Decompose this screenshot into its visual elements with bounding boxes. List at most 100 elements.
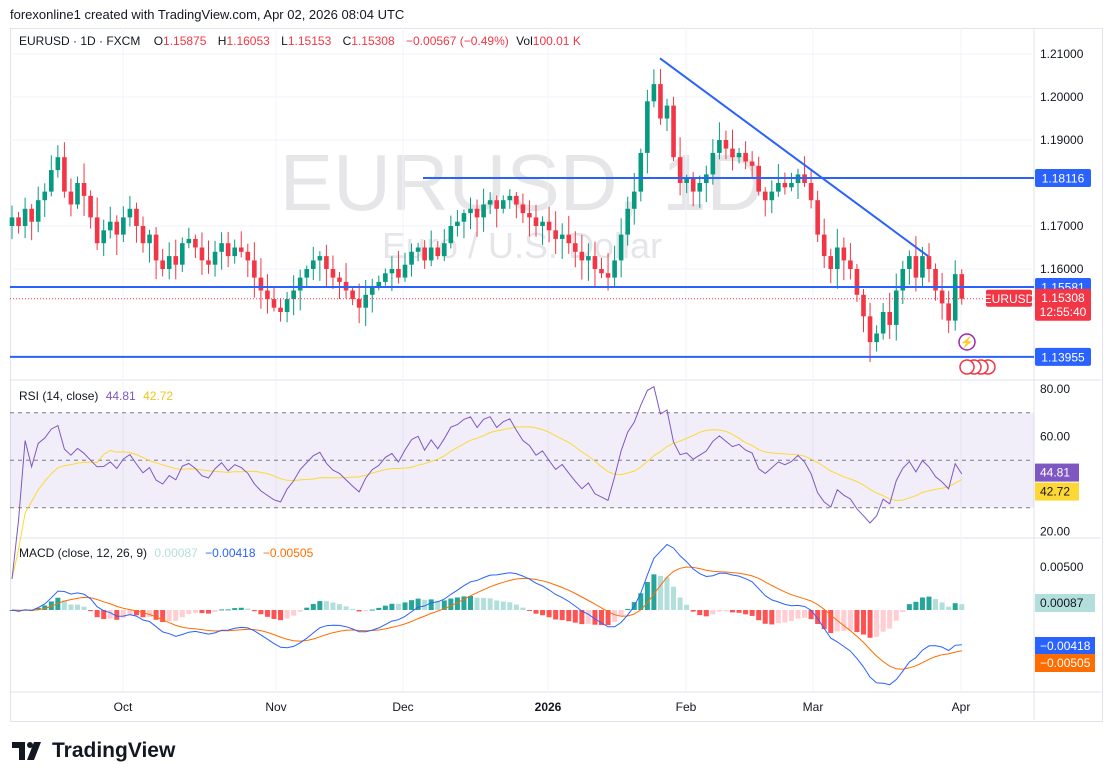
candle-body <box>369 286 375 295</box>
candle-body <box>769 191 775 201</box>
candle-body <box>245 251 251 261</box>
macd-histogram-bar <box>507 602 513 610</box>
macd-histogram-bar <box>487 598 493 610</box>
candle-body <box>153 234 159 261</box>
candle-body <box>717 140 722 153</box>
candle-body <box>730 148 735 158</box>
symbol-tag-label: EURUSD <box>984 292 1035 306</box>
candle-body <box>389 269 395 274</box>
candle-body <box>507 195 513 201</box>
macd-histogram-bar <box>592 610 598 625</box>
candle-body <box>828 256 834 269</box>
candle-body <box>762 191 768 201</box>
macd-histogram-bar <box>618 610 624 617</box>
candle-body <box>841 247 847 261</box>
macd-histogram-bar <box>212 610 218 612</box>
macd-line <box>11 543 962 686</box>
candle-body <box>854 269 860 295</box>
rsi-name: RSI (14, close) <box>19 389 99 403</box>
price-tick-label: 1.21000 <box>1040 47 1084 61</box>
macd-histogram-bar <box>795 610 801 619</box>
macd-histogram-bar <box>723 610 729 612</box>
candle-body <box>933 269 938 291</box>
candle-body <box>363 294 368 308</box>
macd-histogram-bar <box>153 610 159 620</box>
macd-histogram-bar <box>802 610 808 618</box>
candle-body <box>356 299 362 308</box>
candle-body <box>101 230 106 244</box>
candle-body <box>180 243 185 265</box>
low-value: 1.15153 <box>287 34 332 48</box>
candle-body <box>618 234 624 261</box>
rsi-legend[interactable]: RSI (14, close) 44.81 42.72 <box>19 389 173 403</box>
macd-signal-value: −0.00505 <box>262 546 314 560</box>
macd-histogram-bar <box>644 582 650 610</box>
macd-histogram-bar <box>782 610 788 623</box>
candle-body <box>893 290 899 325</box>
candle-body <box>22 208 28 226</box>
candle-body <box>121 217 126 235</box>
level-tag-label: 1.13955 <box>1041 350 1085 364</box>
macd-signal-tag <box>1035 654 1095 672</box>
candle-body <box>671 105 676 158</box>
macd-histogram-bar <box>409 600 415 610</box>
rsi-tick-label: 20.00 <box>1040 525 1070 539</box>
macd-histogram-bar <box>376 607 382 610</box>
macd-name: MACD (close, 12, 26, 9) <box>19 546 148 560</box>
current-price-label: 1.15308 <box>1041 291 1085 305</box>
candle-body <box>821 234 827 257</box>
macd-histogram-bar <box>415 598 421 610</box>
candle-body <box>252 260 257 278</box>
macd-histogram-bar <box>730 610 735 613</box>
macd-hist-value: 0.00087 <box>154 546 198 560</box>
macd-histogram-bar <box>310 603 316 610</box>
macd-histogram-bar <box>579 610 585 625</box>
tradingview-logo[interactable]: TradingView <box>12 739 175 763</box>
rsi-tag-label: 44.81 <box>1040 466 1070 480</box>
candle-body <box>468 208 473 214</box>
macd-histogram-bar <box>710 610 716 615</box>
macd-histogram-bar <box>919 597 925 610</box>
macd-histogram-bar <box>612 610 618 623</box>
chart-credit: forexonline1 created with TradingView.co… <box>10 7 405 22</box>
candle-body <box>599 269 604 274</box>
candle-body <box>867 316 873 343</box>
candle-body <box>546 221 552 231</box>
macd-histogram-bar <box>861 610 866 635</box>
macd-histogram-bar <box>238 607 244 610</box>
candle-body <box>887 312 892 325</box>
macd-histogram-bar <box>566 610 572 622</box>
candle-body <box>415 247 421 252</box>
macd-histogram-bar <box>120 610 126 618</box>
macd-legend[interactable]: MACD (close, 12, 26, 9) 0.00087 −0.00418… <box>19 546 313 560</box>
macd-histogram-bar <box>952 603 958 610</box>
candle-body <box>350 290 355 300</box>
candle-body <box>835 247 840 269</box>
macd-histogram-bar <box>232 608 238 610</box>
macd-signal-line <box>11 566 962 670</box>
candle-body <box>743 152 748 162</box>
candle-body <box>815 200 820 235</box>
candle-body <box>848 260 853 269</box>
candle-body <box>49 170 54 192</box>
macd-histogram-bar <box>874 610 880 637</box>
candle-body <box>874 333 879 343</box>
rsi-tag <box>1035 463 1079 482</box>
macd-histogram-bar <box>441 600 447 610</box>
candle-body <box>861 294 866 317</box>
time-tick-label: Dec <box>392 700 413 714</box>
macd-histogram-bar <box>166 610 172 622</box>
candle-body <box>500 200 506 209</box>
candle-body <box>42 191 48 201</box>
symbol-info[interactable]: EURUSD · 1D · FXCM <box>19 34 141 48</box>
candle-body <box>81 183 87 196</box>
candle-body <box>94 217 100 244</box>
symbol-legend: EURUSD · 1D · FXCM O1.15875 H1.16053 L1.… <box>19 34 589 48</box>
candle-body <box>920 256 925 278</box>
change-value: −0.00567 (−0.49%) <box>406 34 509 48</box>
macd-histogram-bar <box>428 599 434 610</box>
macd-histogram-bar <box>369 609 375 611</box>
level-tag <box>1035 169 1091 188</box>
candle-body <box>455 221 460 226</box>
